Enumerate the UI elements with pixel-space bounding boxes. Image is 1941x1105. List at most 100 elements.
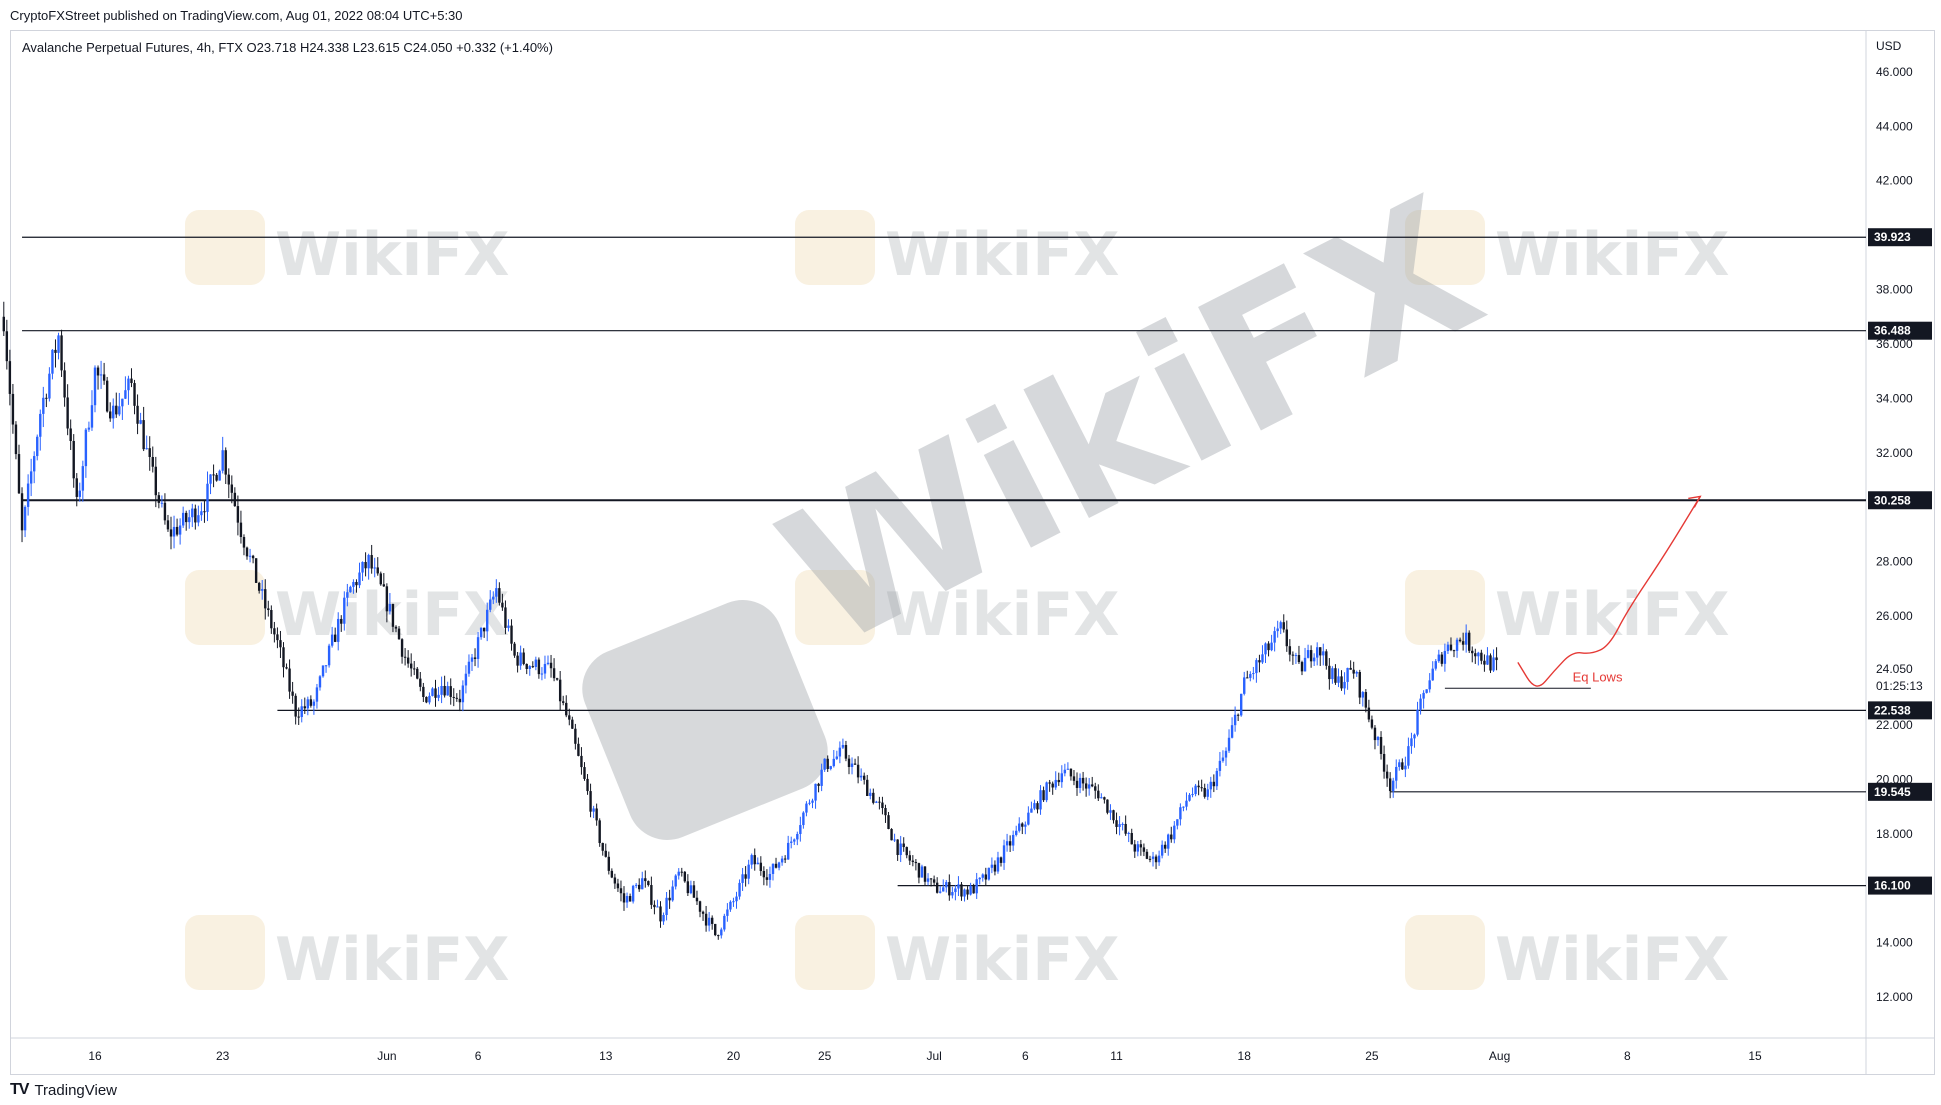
candle-body [805,803,808,813]
candle-body [1118,824,1121,827]
candle-body [1249,674,1252,678]
candle-body [710,917,714,924]
candle-body [634,884,638,886]
price-tick-label: 22.000 [1876,718,1913,732]
candle-body [866,779,869,797]
candle-body [984,874,988,880]
candle-body [528,666,531,669]
time-tick-label: 16 [88,1049,102,1063]
candle-body [981,874,984,878]
candle-body [759,862,763,871]
candle-body [51,349,54,374]
candle-body [820,769,823,786]
candle-body [492,596,495,600]
candle-body [1160,844,1164,856]
candle-body [966,889,969,895]
candle-body [160,502,164,504]
candle-body [1005,841,1009,846]
candle-body [668,897,671,901]
candle-body [1212,781,1216,787]
candle-body [206,483,209,512]
candle-body [227,474,230,485]
candle-body [1291,654,1295,656]
level-price-label: 30.258 [1874,493,1911,507]
candle-body [425,696,428,703]
candle-body [1282,622,1285,630]
candle-body [1458,639,1462,642]
candle-body [288,668,291,692]
candle-body [136,405,139,424]
candle-body [1410,738,1413,747]
candle-body [1270,642,1273,651]
candle-body [1194,785,1197,795]
candle-body [489,599,492,610]
candle-body [1319,647,1322,656]
candlestick-series [2,301,1498,940]
candle-body [583,767,586,779]
time-axis: 16 23 Jun 6 13 20 25 Jul 6 11 18 25 Aug 8 15 [88,1049,1762,1063]
candle-body [352,581,355,587]
candle-body [1434,661,1437,669]
candle-body [558,679,562,702]
candle-body [93,367,97,406]
time-tick-label: Jul [926,1049,941,1063]
candle-body [1157,855,1161,863]
candle-body [422,686,425,697]
level-price-label: 39.923 [1874,230,1911,244]
candle-body [1163,844,1167,849]
candle-body [954,888,957,893]
candle-body [327,645,331,666]
price-tick-label: 18.000 [1876,827,1913,841]
candle-body [1288,646,1292,655]
candle-body [78,490,81,497]
candle-body [1148,858,1152,860]
published-header: CryptoFXStreet published on TradingView.… [10,8,463,23]
candle-body [337,618,340,642]
candle-body [890,828,893,841]
candle-body [1489,655,1492,671]
candle-body [14,424,18,455]
candle-body [1483,660,1486,665]
candle-body [218,470,221,481]
last-price-label: 24.050 [1876,662,1913,676]
candle-body [717,935,720,937]
candle-body [1328,665,1331,680]
level-label-bg [1868,782,1932,801]
candle-body [236,506,240,523]
watermark-text: WikiFX [885,220,1119,290]
candle-body [939,891,942,893]
candle-body [397,628,401,640]
candle-body [1069,768,1073,777]
candle-body [148,448,151,457]
candle-body [1170,834,1173,840]
candle-body [72,440,75,479]
candle-body [239,522,243,538]
candle-body [1276,628,1279,632]
candle-body [507,625,510,628]
tradingview-brand: TV TradingView [10,1081,117,1099]
candle-body [63,370,66,398]
candle-body [534,659,538,667]
candle-body [741,874,744,883]
candle-body [261,589,264,591]
candle-body [610,870,614,878]
candle-body [194,508,197,523]
candle-body [1136,844,1140,852]
candle-body [1355,672,1358,674]
candle-body [1440,654,1444,664]
candle-body [835,756,839,759]
candle-body [1188,794,1191,801]
candle-body [519,652,522,666]
candle-body [1221,757,1225,761]
time-tick-label: 11 [1110,1049,1123,1063]
candle-body [790,841,793,843]
candle-body [686,881,690,894]
candle-body [294,695,297,717]
candle-body [768,873,772,880]
candle-body [197,515,200,523]
candle-body [431,688,434,696]
candle-body [45,397,48,399]
candle-body [1285,629,1288,647]
candle-body [653,904,656,908]
